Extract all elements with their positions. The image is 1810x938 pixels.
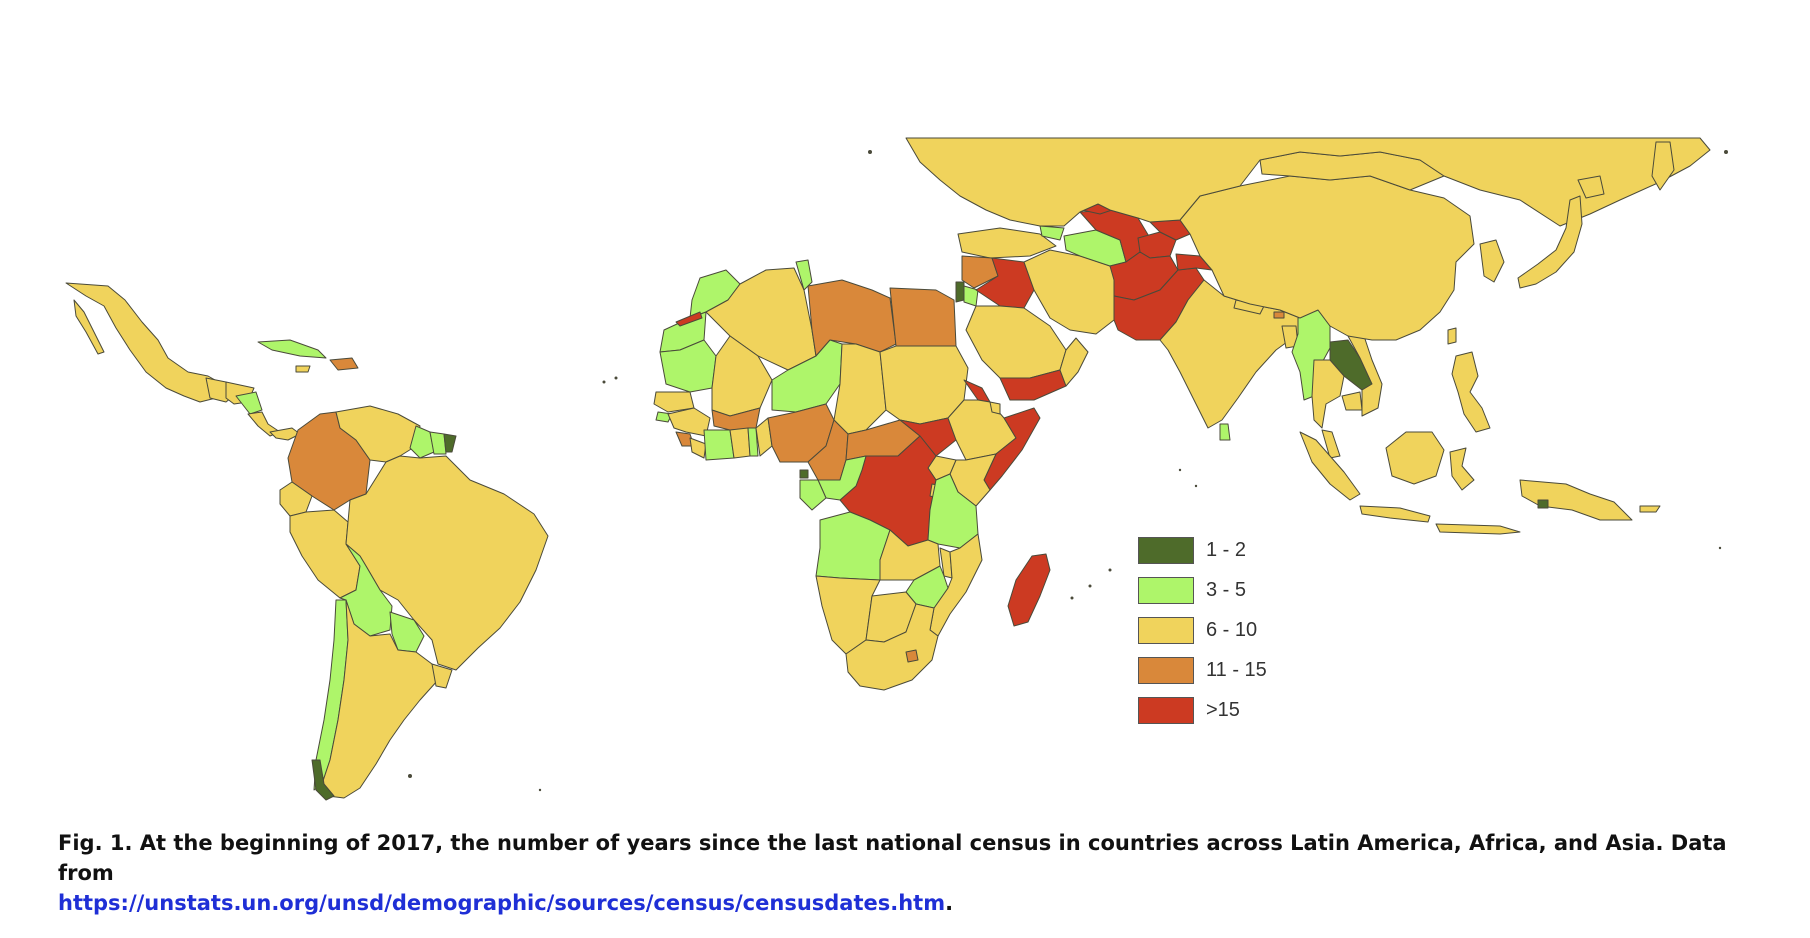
region-taiwan (1448, 328, 1456, 344)
region-chad (834, 344, 886, 434)
map-legend: 1 - 2 3 - 5 6 - 10 11 - 15 >15 (1138, 530, 1267, 730)
data-source-link[interactable]: https://unstats.un.org/unsd/demographic/… (58, 891, 945, 915)
figure-caption: Fig. 1. At the beginning of 2017, the nu… (58, 828, 1758, 918)
region-cuba (258, 340, 326, 358)
region-borneo (1386, 432, 1444, 484)
legend-label: 3 - 5 (1206, 579, 1246, 602)
region-hispaniola (330, 358, 358, 370)
legend-swatch (1138, 697, 1194, 724)
legend-item-1: 1 - 2 (1138, 530, 1267, 570)
region-sulawesi (1450, 448, 1474, 490)
region-philippines (1452, 352, 1490, 432)
caption-end: . (945, 891, 953, 915)
region-oman (1060, 338, 1088, 386)
legend-label: 6 - 10 (1206, 619, 1257, 642)
region-eq-guinea (800, 470, 808, 478)
legend-label: 11 - 15 (1206, 659, 1267, 682)
region-lebanon (956, 282, 964, 302)
region-bhutan (1274, 312, 1284, 318)
legend-label: 1 - 2 (1206, 539, 1246, 562)
region-lesotho (906, 650, 918, 662)
legend-swatch (1138, 577, 1194, 604)
region-timor-green (1538, 500, 1548, 508)
region-jamaica (296, 366, 310, 372)
region-ghana (730, 428, 750, 458)
legend-item-5: >15 (1138, 690, 1267, 730)
region-thailand (1312, 360, 1344, 428)
region-liberia (690, 438, 706, 458)
region-sundas (1436, 524, 1520, 534)
region-egypt (890, 288, 956, 346)
region-eritrea (964, 380, 990, 402)
choropleth-map (0, 0, 1810, 820)
region-pacific-isles (1640, 506, 1660, 512)
region-madagascar (1008, 554, 1050, 626)
legend-swatch (1138, 657, 1194, 684)
region-mexico (66, 283, 222, 402)
caption-text: Fig. 1. At the beginning of 2017, the nu… (58, 831, 1727, 885)
legend-item-2: 3 - 5 (1138, 570, 1267, 610)
legend-swatch (1138, 537, 1194, 564)
legend-swatch (1138, 617, 1194, 644)
region-sri-lanka (1220, 424, 1230, 440)
region-cote-divoire (704, 430, 734, 460)
region-korea (1480, 240, 1504, 282)
legend-label: >15 (1206, 699, 1240, 722)
region-java (1360, 506, 1430, 522)
region-french-guiana (444, 434, 456, 452)
region-papua (1520, 480, 1632, 520)
region-jordan (964, 286, 978, 306)
legend-item-4: 11 - 15 (1138, 650, 1267, 690)
region-baja (74, 300, 104, 354)
legend-item-3: 6 - 10 (1138, 610, 1267, 650)
region-cambodia (1342, 392, 1362, 410)
